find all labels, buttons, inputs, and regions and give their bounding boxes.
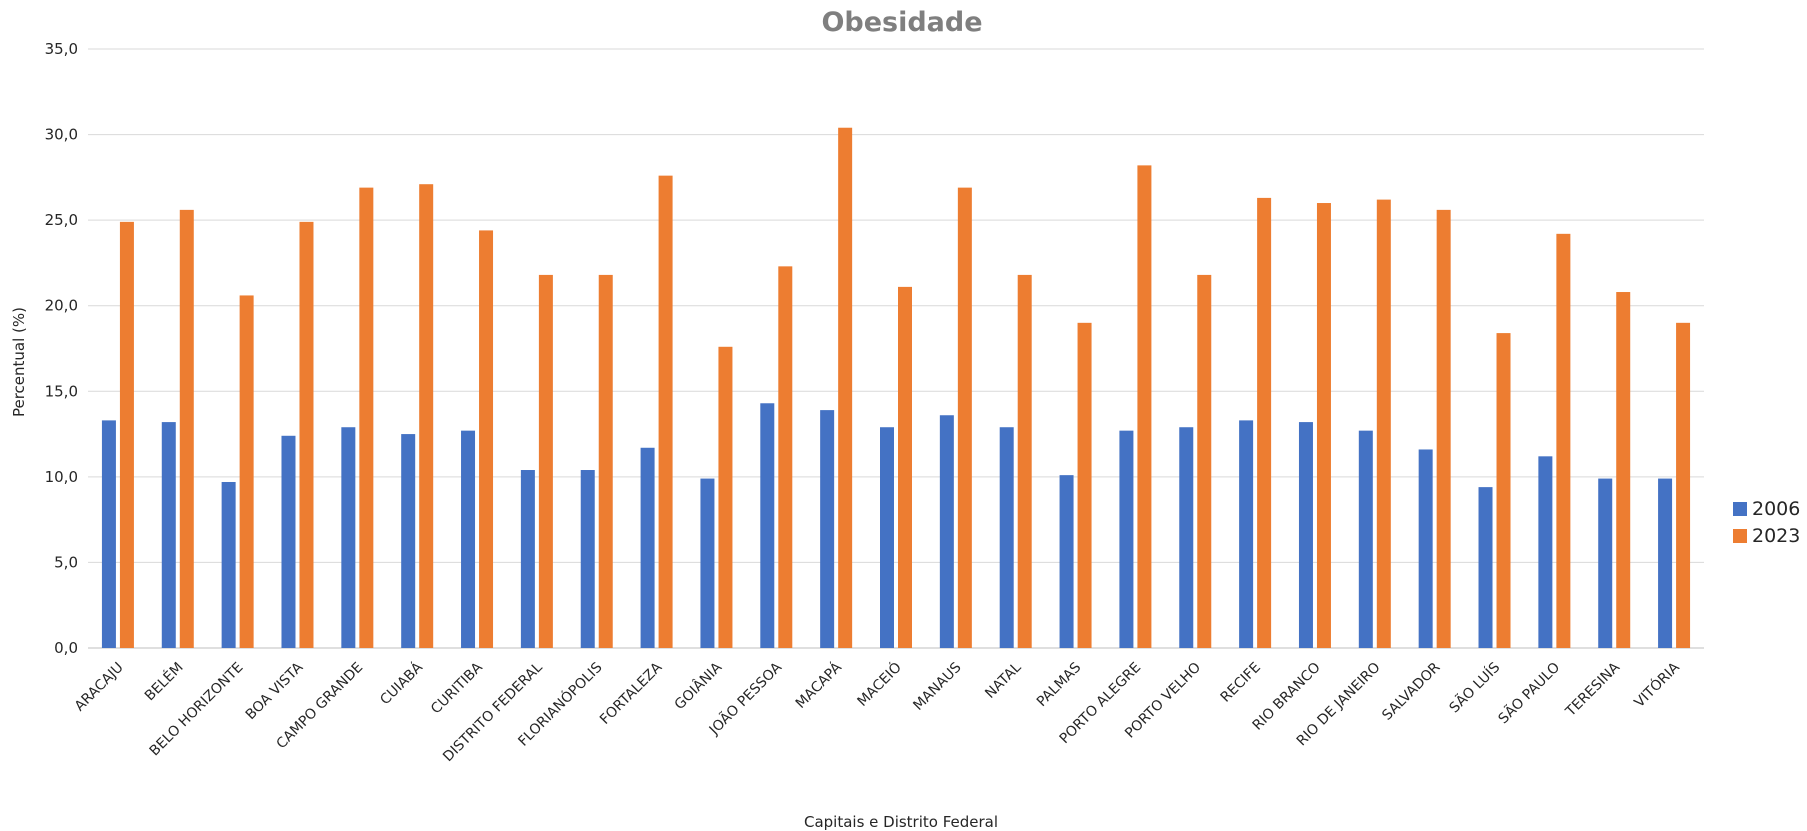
bar-2006-10 <box>640 447 655 648</box>
bar-2006-26 <box>1598 478 1613 648</box>
bar-2006-15 <box>939 415 954 648</box>
y-tick-label: 30,0 <box>45 126 78 144</box>
bar-2006-21 <box>1298 422 1313 648</box>
bar-2023-1 <box>119 221 134 648</box>
bar-2006-27 <box>1658 478 1673 648</box>
bar-2023-5 <box>359 187 374 648</box>
bar-2006-17 <box>1059 475 1074 648</box>
x-category-label: CURITIBA <box>428 659 486 717</box>
y-tick-label: 0,0 <box>54 639 78 657</box>
x-category-label: BOA VISTA <box>243 659 307 723</box>
bar-2023-9 <box>598 274 613 648</box>
x-category-label: NATAL <box>982 659 1024 701</box>
legend-label-2023: 2023 <box>1752 525 1800 547</box>
bar-2023-18 <box>1137 165 1152 648</box>
bar-2023-10 <box>658 175 673 648</box>
x-category-label: RECIFE <box>1218 660 1264 706</box>
bar-2023-22 <box>1376 199 1391 648</box>
y-axis-label: Percentual (%) <box>10 307 28 417</box>
x-category-label: TERESINA <box>1562 659 1623 720</box>
x-category-label: SÃO LUÍS <box>1446 659 1504 717</box>
y-tick-label: 15,0 <box>45 382 78 400</box>
bar-2006-14 <box>880 427 894 648</box>
bar-2023-12 <box>778 266 793 648</box>
bar-2006-7 <box>461 430 476 648</box>
bar-2023-8 <box>538 274 553 648</box>
x-category-label: GOIÂNIA <box>670 658 725 713</box>
bar-2006-8 <box>520 470 535 648</box>
bar-2023-25 <box>1556 233 1571 648</box>
bar-2006-5 <box>341 427 356 648</box>
bar-2023-20 <box>1257 197 1272 648</box>
bar-2006-3 <box>221 481 236 648</box>
bar-2023-21 <box>1316 203 1331 648</box>
y-tick-label: 25,0 <box>45 211 78 229</box>
bar-2023-23 <box>1436 209 1451 649</box>
bar-2006-22 <box>1358 430 1373 648</box>
x-category-label: CUIABÁ <box>377 659 427 709</box>
bar-2006-11 <box>700 478 715 648</box>
chart-title: Obesidade <box>821 7 982 38</box>
y-tick-label: 35,0 <box>45 40 78 58</box>
x-category-label: MACAPÁ <box>792 659 845 712</box>
bar-2023-16 <box>1017 274 1032 648</box>
bar-2006-6 <box>401 434 416 648</box>
bar-2023-14 <box>898 286 912 648</box>
bar-2006-4 <box>281 435 296 648</box>
legend: 2006 2023 <box>1733 498 1800 547</box>
y-axis-ticks: 0,0 5,0 10,0 15,0 20,0 25,0 30,0 35,0 <box>45 40 78 657</box>
x-category-label: ARACAJU <box>72 660 127 715</box>
x-category-label: FORTALEZA <box>597 659 666 728</box>
x-category-label: SALVADOR <box>1379 659 1443 723</box>
legend-swatch-2023 <box>1733 529 1747 543</box>
legend-swatch-2006 <box>1733 502 1747 516</box>
bar-2006-1 <box>101 420 116 648</box>
bars <box>101 127 1691 649</box>
bar-2023-26 <box>1616 292 1631 648</box>
bar-2023-7 <box>479 230 494 648</box>
x-category-label: BELÉM <box>141 659 186 704</box>
bar-2023-3 <box>239 295 254 648</box>
legend-label-2006: 2006 <box>1752 498 1800 520</box>
gridlines <box>88 48 1704 649</box>
bar-2006-2 <box>161 422 176 648</box>
bar-2023-24 <box>1496 333 1511 648</box>
bar-2023-15 <box>957 187 972 648</box>
x-category-label: SÃO PAULO <box>1495 659 1563 727</box>
bar-2023-2 <box>179 209 194 649</box>
bar-2006-9 <box>580 470 595 648</box>
y-tick-label: 5,0 <box>54 553 78 571</box>
x-category-label: PALMAS <box>1034 659 1085 710</box>
y-tick-label: 20,0 <box>45 297 78 315</box>
bar-2006-20 <box>1239 420 1254 648</box>
bar-2023-6 <box>419 184 434 648</box>
x-category-label: MANAUS <box>910 659 964 713</box>
x-axis-label: Capitais e Distrito Federal <box>804 813 998 831</box>
bar-2023-13 <box>838 127 853 649</box>
y-tick-label: 10,0 <box>45 468 78 486</box>
x-category-label: DISTRITO FEDERAL <box>440 659 546 765</box>
bar-2023-17 <box>1077 322 1092 648</box>
bar-2006-24 <box>1478 487 1493 648</box>
bar-2023-4 <box>299 221 314 648</box>
bar-2006-25 <box>1538 456 1553 648</box>
bar-2006-23 <box>1418 449 1433 648</box>
bar-2023-11 <box>718 346 733 648</box>
bar-2023-19 <box>1197 274 1212 648</box>
bar-2006-13 <box>820 410 835 648</box>
bar-2006-18 <box>1119 430 1134 648</box>
bar-2006-12 <box>760 403 775 648</box>
x-category-label: MACEIÓ <box>853 658 905 710</box>
x-category-label: VITÓRIA <box>1630 658 1683 711</box>
bar-2023-27 <box>1676 322 1691 648</box>
bar-2006-16 <box>999 427 1014 648</box>
bar-2006-19 <box>1179 427 1194 648</box>
